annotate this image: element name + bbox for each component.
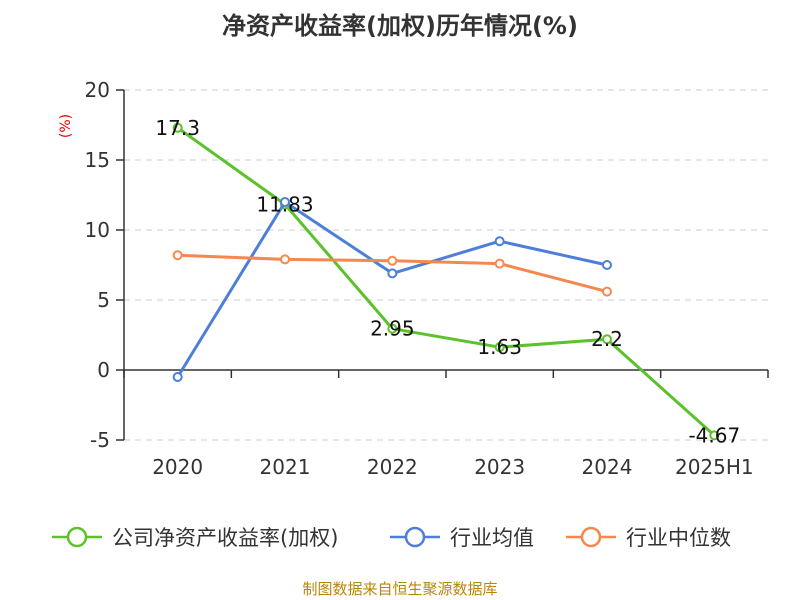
legend-swatch-marker <box>580 526 602 548</box>
chart-title: 净资产收益率(加权)历年情况(%) <box>222 12 578 40</box>
series-lines <box>172 122 720 441</box>
series-point <box>602 286 612 297</box>
x-tick-label: 2020 <box>152 455 203 479</box>
series-point <box>494 236 505 247</box>
series-point <box>602 334 612 345</box>
y-axis-unit: (%) <box>58 114 74 138</box>
data-label: -4.67 <box>688 423 740 447</box>
data-label: 2.95 <box>370 317 415 341</box>
series-point <box>280 197 290 207</box>
data-labels: 17.3 11.83 2.95 1.63 2.2 -4.67 <box>155 116 740 448</box>
x-tick-label: 2021 <box>260 455 311 479</box>
series-point <box>172 372 183 382</box>
y-tick-label: 5 <box>97 288 110 312</box>
y-tick-label: 0 <box>97 358 110 382</box>
y-tick-label: 20 <box>85 78 110 102</box>
axes: 20 15 10 5 0 -5 2020 2021 2022 2023 2024 2025H1 (%) <box>58 78 769 479</box>
series-point <box>709 430 720 441</box>
x-tick-label: 2022 <box>367 455 418 479</box>
grid-lines <box>124 89 768 441</box>
y-tick-label: 15 <box>85 148 110 172</box>
y-tick-label: -5 <box>90 428 110 452</box>
data-label: 1.63 <box>477 335 522 359</box>
legend-label: 行业中位数 <box>626 526 731 550</box>
data-label: 2.2 <box>591 327 623 351</box>
series-line <box>176 200 608 378</box>
x-tick-label: 2024 <box>582 455 633 479</box>
series-line <box>176 126 716 437</box>
series-point <box>494 258 505 269</box>
series-point <box>602 260 612 270</box>
series-point <box>280 254 290 265</box>
series-point <box>387 255 398 266</box>
data-label: 17.3 <box>155 116 200 140</box>
y-tick-label: 10 <box>85 218 110 242</box>
series-point <box>172 250 183 261</box>
legend-label: 公司净资产收益率(加权) <box>112 526 338 550</box>
data-label: 11.83 <box>256 192 313 216</box>
series-point <box>387 323 398 334</box>
series-point <box>172 122 183 133</box>
legend[interactable]: 公司净资产收益率(加权) 行业均值 行业中位数 <box>52 526 731 550</box>
series-point <box>387 268 398 279</box>
legend-swatch-marker <box>66 526 88 548</box>
series-point <box>494 342 505 353</box>
source-note: 制图数据来自恒生聚源数据库 <box>302 580 498 598</box>
x-tick-label: 2023 <box>474 455 525 479</box>
legend-label: 行业均值 <box>450 526 534 550</box>
legend-swatch-marker <box>404 526 426 548</box>
x-tick-label: 2025H1 <box>675 455 754 479</box>
